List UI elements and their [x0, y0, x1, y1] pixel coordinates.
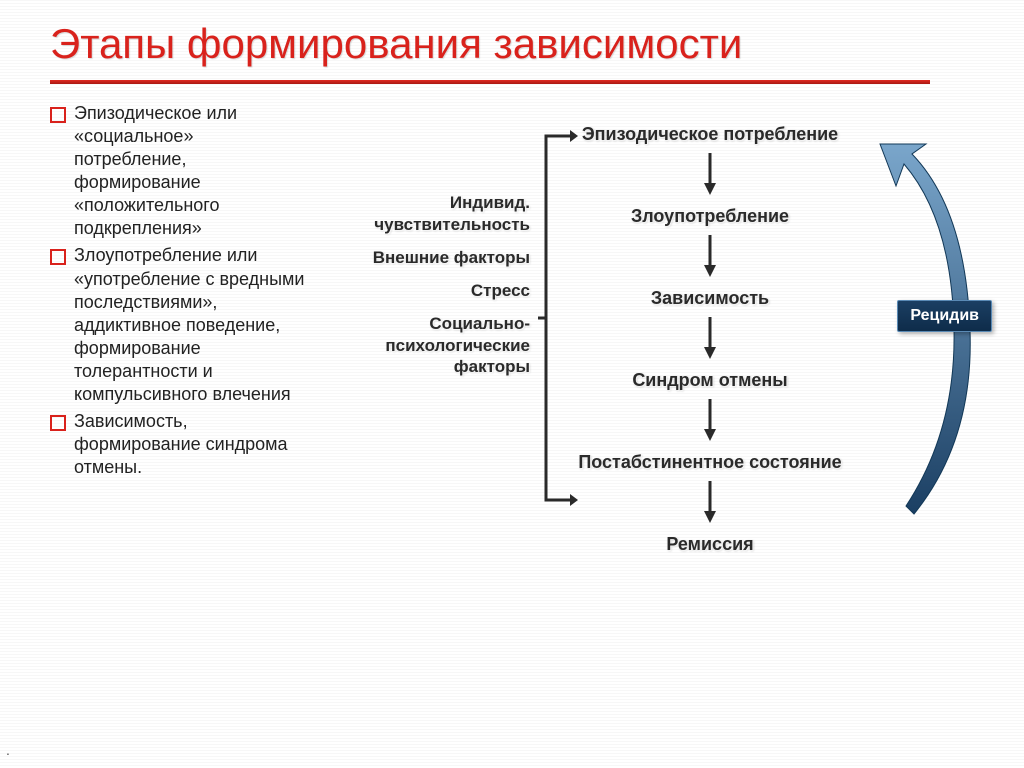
down-arrow-icon — [700, 233, 720, 277]
flow-node: Зависимость — [570, 288, 850, 309]
bullet-item: Эпизодическое или «социальное» потреблен… — [50, 102, 310, 240]
flow-node: Ремиссия — [570, 534, 850, 555]
flow-node: Синдром отмены — [570, 370, 850, 391]
factor-item: Внешние факторы — [340, 247, 530, 268]
bullet-item: Зависимость, формирование синдрома отмен… — [50, 410, 310, 479]
factor-item: Социально-психологические факторы — [340, 313, 530, 377]
content-area: Эпизодическое или «социальное» потреблен… — [0, 84, 1024, 662]
down-arrow-icon — [700, 151, 720, 195]
diagram-area: Индивид. чувствительность Внешние фактор… — [310, 102, 1004, 662]
page-title: Этапы формирования зависимости — [0, 0, 1024, 80]
flow-node: Злоупотребление — [570, 206, 850, 227]
down-arrow-icon — [700, 479, 720, 523]
relapse-arrow-icon — [874, 140, 984, 540]
bullet-list: Эпизодическое или «социальное» потреблен… — [50, 102, 310, 662]
factor-item: Стресс — [340, 280, 530, 301]
bullet-item: Злоупотребление или «употребление с вред… — [50, 244, 310, 405]
factor-item: Индивид. чувствительность — [340, 192, 530, 235]
footer-dot: . — [6, 742, 10, 758]
flow-node: Постабстинентное состояние — [570, 452, 850, 473]
down-arrow-icon — [700, 397, 720, 441]
relapse-badge: Рецидив — [897, 300, 992, 332]
flow-node: Эпизодическое потребление — [570, 124, 850, 145]
down-arrow-icon — [700, 315, 720, 359]
flow-column: Эпизодическое потребление Злоупотреблени… — [570, 120, 850, 559]
factor-list: Индивид. чувствительность Внешние фактор… — [340, 192, 530, 389]
